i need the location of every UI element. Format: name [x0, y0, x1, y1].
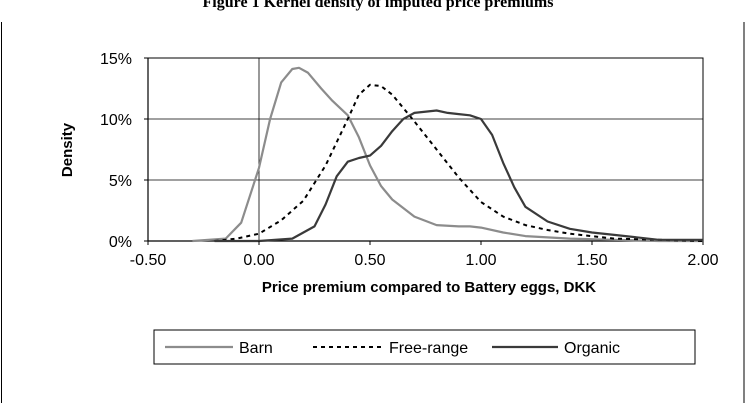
- x-tick-label: 1.00: [465, 252, 496, 269]
- x-tick-label: -0.50: [130, 252, 167, 269]
- x-tick-label: 0.00: [243, 252, 274, 269]
- legend-box: [153, 329, 696, 365]
- x-axis-title: Price premium compared to Battery eggs, …: [262, 279, 596, 296]
- y-tick-labels: 0% 5% 10% 15%: [100, 51, 148, 251]
- legend-label-free-range: Free-range: [389, 340, 468, 357]
- x-tick-label: 2.00: [687, 252, 718, 269]
- legend: Barn Free-range Organic: [153, 329, 696, 365]
- legend-label-barn: Barn: [239, 340, 273, 357]
- series-line-free-range: [214, 83, 704, 242]
- y-axis-title: Density: [59, 122, 76, 177]
- legend-label-organic: Organic: [564, 340, 620, 357]
- y-tick-label: 5%: [109, 173, 132, 190]
- x-tick-label: 1.50: [576, 252, 607, 269]
- axes: [147, 58, 703, 242]
- series-line-organic: [214, 109, 703, 243]
- x-tick-label: 0.50: [354, 252, 385, 269]
- plot-area: [147, 57, 704, 242]
- series-layer: [192, 66, 704, 243]
- y-tick-label: 0%: [109, 234, 132, 251]
- y-tick-label: 15%: [100, 51, 132, 68]
- gridlines: [148, 118, 703, 181]
- plot-area-border: [147, 57, 704, 242]
- x-tick-labels: -0.50 0.00 0.50 1.00 1.50 2.00: [130, 241, 719, 269]
- y-tick-label: 10%: [100, 112, 132, 129]
- figure-title: Figure 1 Kernel density of imputed price…: [203, 0, 554, 11]
- series-line-barn: [192, 66, 703, 243]
